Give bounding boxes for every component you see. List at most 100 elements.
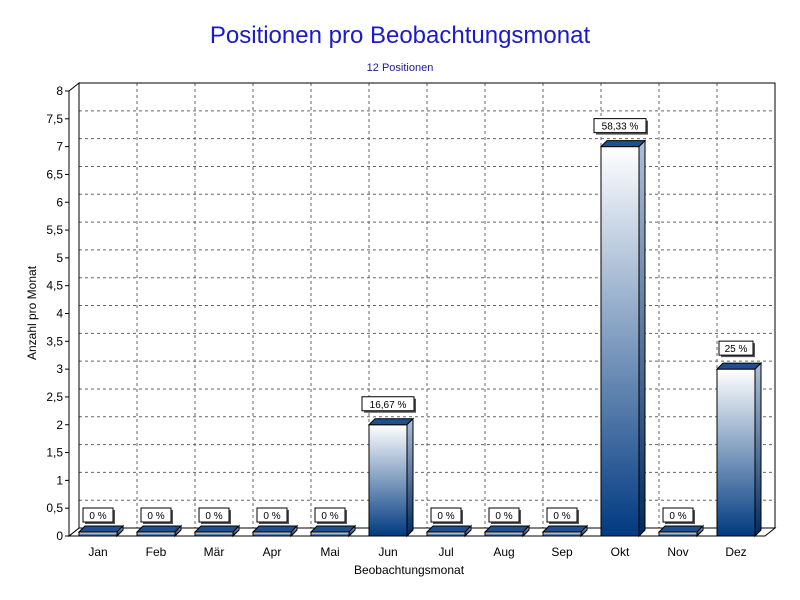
bar-top	[541, 525, 589, 533]
data-label-box	[198, 507, 230, 523]
x-tick-label: Jun	[378, 545, 397, 559]
data-label-box	[140, 507, 172, 523]
data-label-text: 0 %	[669, 511, 686, 522]
bar-side	[696, 524, 704, 538]
data-label-box	[82, 507, 114, 523]
data-label-text: 0 %	[89, 511, 106, 522]
y-tick-label: 2	[56, 418, 63, 432]
y-tick-label: 1,5	[46, 446, 63, 460]
bar-top	[657, 525, 705, 533]
bar-front	[658, 531, 698, 537]
bar-apr	[251, 524, 299, 538]
grid-layer	[68, 82, 775, 537]
bar-jan	[77, 524, 125, 538]
bar-front	[252, 531, 292, 537]
data-label: 0 %	[546, 507, 579, 524]
x-tick-label: Mär	[204, 545, 225, 559]
y-tick-label: 4	[56, 307, 63, 321]
bar-mär	[193, 524, 241, 538]
bar-okt	[599, 139, 647, 538]
bar-feb	[135, 524, 183, 538]
bar-front	[194, 531, 234, 537]
data-label-text: 0 %	[321, 511, 338, 522]
bar-top	[135, 525, 183, 533]
chart-title: Positionen pro Beobachtungsmonat	[209, 22, 591, 49]
data-label-box	[662, 507, 694, 523]
chart-subtitle: 12 Positionen	[366, 62, 434, 74]
data-label: 0 %	[314, 507, 347, 524]
y-tick-label: 0	[56, 529, 63, 543]
bar-aug	[483, 524, 531, 538]
data-label: 0 %	[430, 507, 463, 524]
bar-side	[174, 524, 182, 538]
bar-top	[251, 525, 299, 533]
bar-front	[310, 531, 350, 537]
data-label-text: 0 %	[263, 511, 280, 522]
bar-side	[522, 524, 530, 538]
data-label-box	[314, 507, 346, 523]
data-label-text: 0 %	[205, 511, 222, 522]
x-tick-label: Feb	[146, 545, 167, 559]
bar-top	[309, 525, 357, 533]
x-axis-label: Beobachtungsmonat	[354, 563, 465, 577]
y-tick-label: 4,5	[46, 279, 63, 293]
data-label: 0 %	[140, 507, 173, 524]
bar-front	[368, 424, 408, 537]
bar-front	[426, 531, 466, 537]
axes-layer: 0 0,5 1 1,5 2 2,5 3 3,5 4 4,5 5 5,5 6 6,5 7 7,5 8	[46, 81, 777, 543]
x-tick-label: Nov	[667, 545, 688, 559]
data-label-text: 0 %	[147, 511, 164, 522]
y-tick-label: 0,5	[46, 501, 63, 515]
bar-top	[715, 362, 763, 370]
bar-front	[136, 531, 176, 537]
y-tick-label: 6,5	[46, 167, 63, 181]
x-tick-label: Apr	[263, 545, 282, 559]
bar-mai	[309, 524, 357, 538]
bar-side	[406, 417, 414, 538]
x-tick-label: Mai	[320, 545, 339, 559]
data-label: 25 %	[718, 340, 755, 358]
labels-layer: Jan 0 % Feb 0 % Mär 0 % Apr 0 % Mai 0 % Jun 16,67 %…	[82, 118, 755, 559]
bar-jul	[425, 524, 473, 538]
x-tick-label: Jan	[88, 545, 107, 559]
bar-side	[754, 361, 762, 538]
data-label: 0 %	[662, 507, 695, 524]
bar-front	[600, 146, 640, 537]
y-tick-label: 5	[56, 251, 63, 265]
data-label-box	[488, 507, 520, 523]
bar-front	[716, 368, 756, 537]
y-tick-label: 3,5	[46, 334, 63, 348]
data-label-box	[718, 340, 754, 356]
bar-top	[193, 525, 241, 533]
data-label-text: 0 %	[553, 511, 570, 522]
bar-side	[348, 524, 356, 538]
data-label: 0 %	[256, 507, 289, 524]
bar-side	[580, 524, 588, 538]
data-label-box	[593, 118, 647, 134]
y-tick-label: 7	[56, 140, 63, 154]
y-tick-label: 5,5	[46, 223, 63, 237]
bar-front	[542, 531, 582, 537]
bar-side	[116, 524, 124, 538]
bar-top	[77, 525, 125, 533]
bar-side	[290, 524, 298, 538]
bar-side	[464, 524, 472, 538]
y-tick-label: 6	[56, 195, 63, 209]
x-tick-label: Dez	[725, 545, 746, 559]
data-label-box	[361, 396, 415, 412]
left-wall	[68, 81, 80, 538]
bar-dez	[715, 361, 763, 538]
data-label-text: 0 %	[495, 511, 512, 522]
x-tick-label: Okt	[611, 545, 630, 559]
y-tick-label: 3	[56, 362, 63, 376]
data-label: 0 %	[82, 507, 115, 524]
bar-side	[232, 524, 240, 538]
bar-front	[78, 531, 118, 537]
bar-side	[638, 139, 646, 538]
bar-jun	[367, 417, 415, 538]
y-tick-label: 7,5	[46, 112, 63, 126]
data-label-box	[546, 507, 578, 523]
bar-top	[367, 418, 415, 426]
bar-top	[599, 140, 647, 148]
